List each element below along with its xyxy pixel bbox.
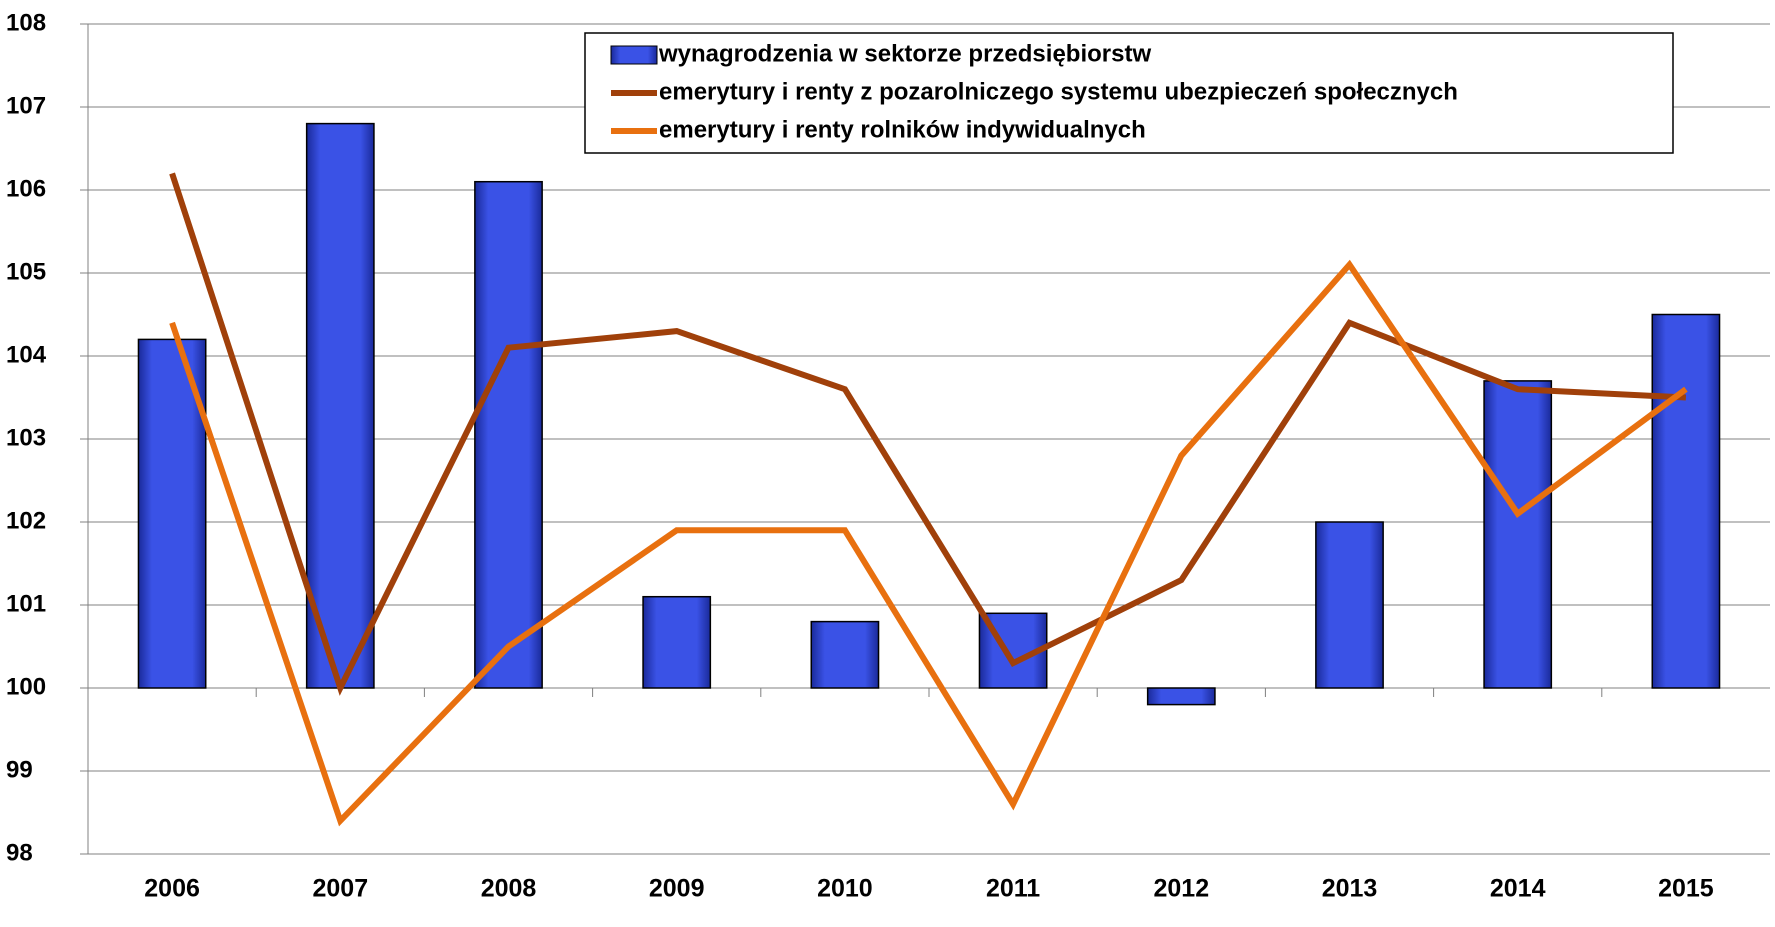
bar xyxy=(1315,521,1384,689)
y-tick-label: 106 xyxy=(6,175,46,202)
bar xyxy=(1483,380,1553,689)
bar xyxy=(474,180,543,689)
bar xyxy=(1651,313,1721,689)
legend-label: wynagrodzenia w sektorze przedsiębiorstw xyxy=(658,40,1151,67)
bar xyxy=(1146,687,1216,706)
y-tick-label: 99 xyxy=(6,756,33,783)
y-tick-label: 108 xyxy=(6,9,46,36)
y-tick-label: 105 xyxy=(6,258,46,285)
line xyxy=(169,259,1688,827)
x-tick-label: 2012 xyxy=(1153,875,1209,903)
line xyxy=(169,172,1687,696)
x-tick-label: 2014 xyxy=(1490,875,1546,903)
x-tick-label: 2011 xyxy=(986,875,1040,903)
y-tick-label: 103 xyxy=(6,424,46,451)
x-tick-label: 2015 xyxy=(1658,875,1714,903)
y-tick-label: 100 xyxy=(6,673,46,700)
legend-label: emerytury i renty z pozarolniczego syste… xyxy=(659,78,1458,105)
y-tick-label: 98 xyxy=(6,839,33,866)
legend-swatch xyxy=(610,45,658,65)
bar xyxy=(642,595,712,689)
x-tick-label: 2007 xyxy=(312,875,368,903)
x-tick-label: 2009 xyxy=(649,875,705,903)
y-tick-label: 104 xyxy=(6,341,47,368)
y-tick-label: 107 xyxy=(6,92,46,119)
x-tick-label: 2006 xyxy=(144,875,200,903)
y-tick-label: 101 xyxy=(6,590,46,617)
legend-box xyxy=(584,32,1674,154)
x-tick-label: 2008 xyxy=(481,875,537,903)
y-tick-label: 102 xyxy=(6,507,46,534)
x-tick-label: 2013 xyxy=(1322,875,1378,903)
bar xyxy=(810,620,880,689)
bar xyxy=(305,122,375,689)
x-tick-label: 2010 xyxy=(817,875,873,903)
legend-label: emerytury i renty rolników indywidualnyc… xyxy=(659,116,1146,143)
